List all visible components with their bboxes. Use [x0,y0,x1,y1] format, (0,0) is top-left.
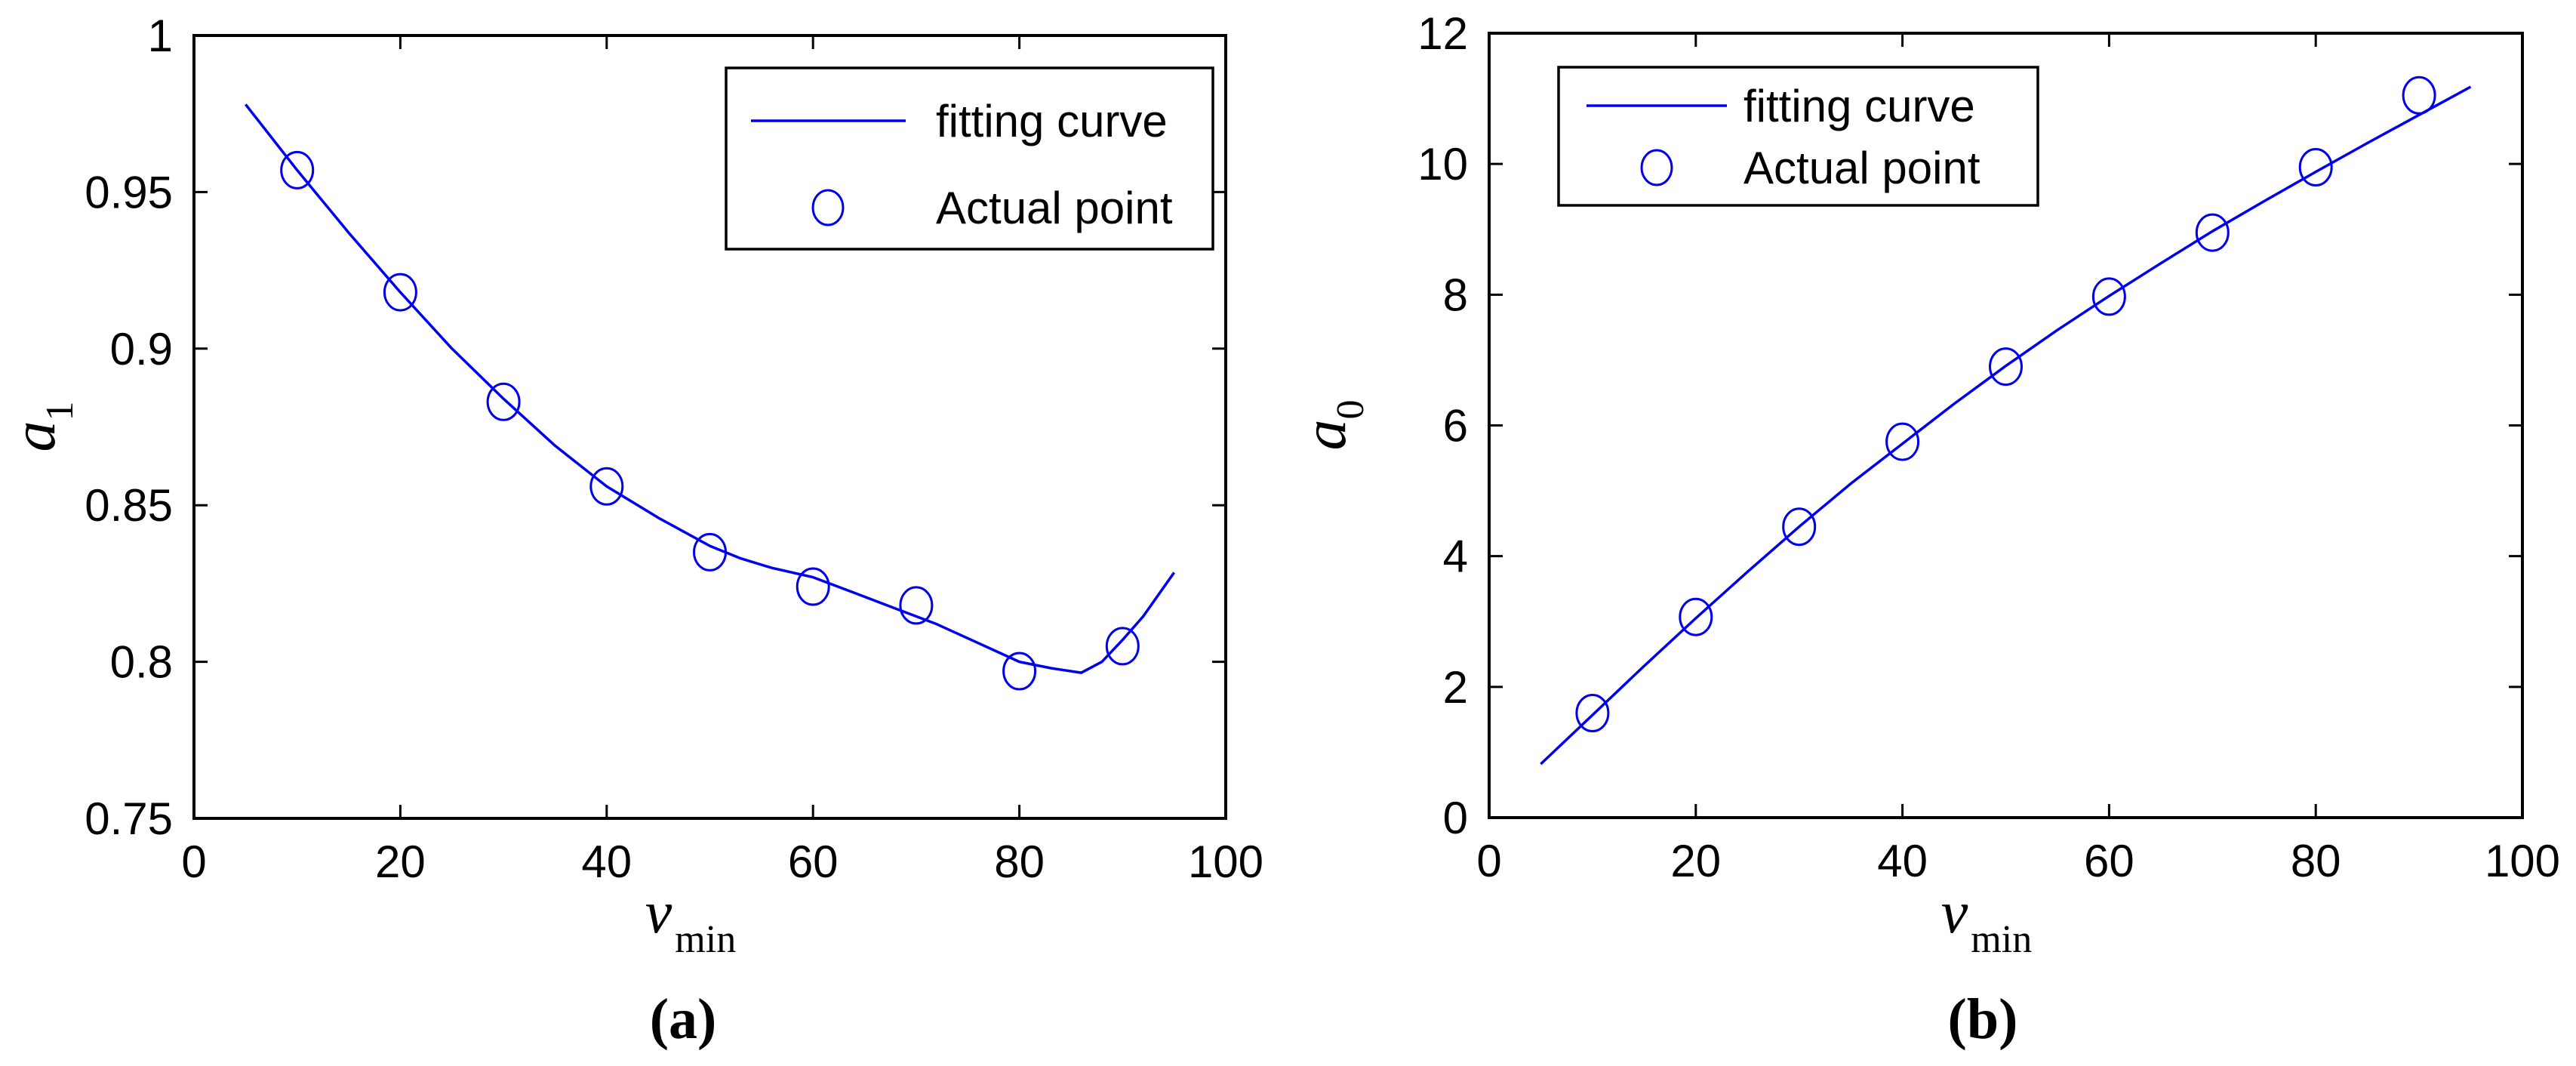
legend-label-actual-point: Actual point [936,183,1173,233]
x-tick-label: 0 [1476,836,1501,886]
actual-point-marker [486,382,521,421]
actual-point-marker [693,532,727,572]
actual-point-marker [589,467,624,506]
actual-point-marker [1575,694,1610,732]
y-tick-label: 0 [1443,793,1468,843]
y-axis-label-sub: 1 [38,402,82,421]
y-tick-label: 12 [1417,8,1468,59]
actual-point-marker [1679,597,1713,636]
x-tick-label: 60 [788,836,839,887]
x-axis-label-main: v [645,880,672,946]
chart-caption: (b) [1948,987,2018,1051]
x-axis-label-main: v [1941,880,1968,946]
chart-b-panel: 0 20 40 60 80 100 0 2 4 6 8 10 12 fitting curve Actual… [1288,0,2576,1066]
x-axis-label: vmin [1941,880,2032,961]
y-axis-label-main: a [1290,420,1359,451]
x-tick-label: 60 [2084,836,2134,886]
y-tick-label: 6 [1443,401,1468,451]
x-tick-label: 80 [2291,836,2341,886]
y-tick-label: 4 [1443,531,1468,582]
y-tick-label: 0.75 [85,793,173,844]
x-axis-label-sub: min [675,918,736,961]
actual-point-marker [2298,148,2333,186]
y-axis-label: a0 [1290,400,1372,451]
y-tick-label: 2 [1443,662,1468,713]
y-tick-label: 8 [1443,270,1468,320]
chart-caption: (a) [650,987,717,1051]
actual-point-marker [1105,627,1140,666]
y-tick-label: 1 [148,11,173,61]
legend-box [1557,66,2039,207]
legend-marker-sample [811,189,845,226]
y-tick-label: 0.8 [110,637,173,688]
y-tick-label: 0.85 [85,480,173,531]
x-tick-label: 0 [181,836,206,887]
y-axis-label: a1 [0,402,82,452]
x-axis-label-sub: min [1971,918,2032,961]
actual-point-marker [2195,213,2230,252]
chart-a-svg: 0 20 40 60 80 100 0.75 0.8 0.85 0.9 0.95 1 fitting c… [0,11,1263,1051]
x-tick-label: 20 [375,836,426,887]
y-tick-label: 0.95 [85,167,173,217]
actual-point-marker [1782,507,1817,547]
actual-point-marker [1989,347,2023,387]
x-tick-label: 40 [581,836,632,887]
actual-point-marker [899,586,934,625]
actual-point-marker [2091,277,2126,316]
y-tick-label: 10 [1417,139,1468,189]
y-axis-label-sub: 0 [1329,400,1372,420]
y-axis-label-main: a [0,421,68,452]
x-tick-label: 100 [1188,836,1263,887]
fitting-curve-line [245,103,1176,674]
plot-border [192,34,1227,820]
actual-point-marker [383,273,417,312]
chart-a-panel: 0 20 40 60 80 100 0.75 0.8 0.85 0.9 0.95 1 fitting c… [0,11,1263,1051]
actual-point-marker [1885,422,1920,461]
y-tick-label: 0.9 [110,324,173,374]
legend-label-actual-point: Actual point [1743,143,1980,193]
chart-b-svg: 0 20 40 60 80 100 0 2 4 6 8 10 12 fitting curve Actual… [1290,8,2560,1051]
x-axis-label: vmin [645,880,736,961]
x-tick-label: 80 [994,836,1045,887]
actual-point-marker [280,150,315,189]
legend-marker-sample [1640,149,1673,186]
fitting-curve-line [1540,85,2472,766]
actual-point-marker [2402,75,2436,115]
legend-label-fitting-curve: fitting curve [1743,81,1975,131]
legend-box [725,66,1214,251]
legend-label-fitting-curve: fitting curve [936,96,1168,146]
x-tick-label: 20 [1670,836,1721,886]
x-tick-label: 40 [1877,836,1928,886]
actual-point-marker [1002,652,1037,691]
actual-point-marker [796,567,830,606]
x-tick-label: 100 [2485,836,2560,886]
